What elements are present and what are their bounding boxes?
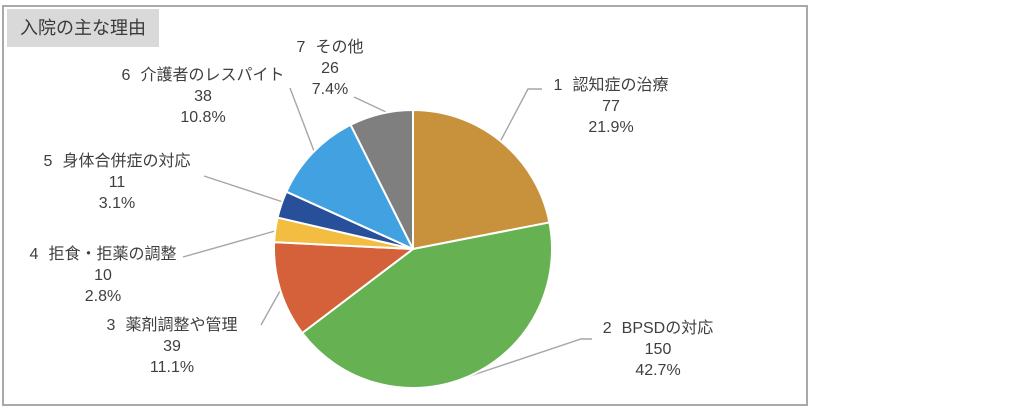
chart-title: 入院の主な理由 [7, 9, 159, 47]
pie-label-5-value: 11 [108, 174, 126, 191]
slice-6-index: 6 [121, 67, 131, 84]
pie-label-4-value: 10 [94, 267, 112, 284]
slice-5-text: 身体合併症の対応 [62, 153, 191, 170]
pie-slice-6 [285, 123, 414, 250]
slice-3-index: 3 [106, 317, 116, 334]
pie-label-3: 3 薬剤調整や管理 39 11.1% [72, 315, 272, 378]
pie-label-4-name: 4 拒食・拒薬の調整 [3, 244, 203, 265]
pie-label-6-value: 38 [194, 88, 212, 105]
pie-label-2-value: 150 [644, 341, 672, 358]
pie-label-7-percent: 7.4% [311, 81, 349, 98]
pie-label-3-percent: 11.1% [149, 359, 195, 376]
leader-lines [182, 87, 592, 377]
pie-label-7-value: 26 [321, 60, 339, 77]
pie-label-5: 5 身体合併症の対応 11 3.1% [17, 151, 217, 214]
pie-label-6-percent: 10.8% [180, 109, 226, 126]
leader-line-6 [289, 87, 315, 152]
pie-label-3-value: 39 [163, 338, 181, 355]
leader-line-4 [182, 230, 276, 258]
pie-label-2-name: 2 BPSDの対応 [558, 318, 758, 339]
pie-label-1-value: 77 [602, 98, 620, 115]
pie-label-2: 2 BPSDの対応 150 42.7% [558, 318, 758, 381]
pie-label-4-percent: 2.8% [84, 288, 122, 305]
slice-7-text: その他 [315, 39, 364, 56]
slice-4-index: 4 [29, 246, 39, 263]
pie-label-5-percent: 3.1% [98, 195, 136, 212]
pie-slice-2 [301, 221, 553, 389]
pie-label-6: 6 介護者のレスパイト 38 10.8% [103, 65, 303, 128]
pie-label-6-name: 6 介護者のレスパイト [103, 65, 303, 86]
pie-label-4: 4 拒食・拒薬の調整 10 2.8% [3, 244, 203, 307]
leader-line-2 [469, 338, 592, 377]
pie-label-7: 7 その他 26 7.4% [230, 37, 430, 100]
slice-5-index: 5 [43, 153, 53, 170]
leader-line-5 [203, 175, 284, 203]
pie-label-7-name: 7 その他 [230, 37, 430, 58]
pie-slice-7 [349, 109, 414, 250]
pie-label-1-percent: 21.9% [588, 119, 634, 136]
leader-line-3 [260, 290, 281, 326]
slice-6-text: 介護者のレスパイト [140, 67, 285, 84]
slice-2-text: BPSDの対応 [621, 320, 714, 337]
pie-label-2-percent: 42.7% [635, 362, 681, 379]
pie-label-1-name: 1 認知症の治療 [511, 75, 711, 96]
slice-3-text: 薬剤調整や管理 [125, 317, 238, 334]
pie-slices [273, 109, 553, 389]
pie-label-5-name: 5 身体合併症の対応 [17, 151, 217, 172]
slice-7-index: 7 [296, 39, 306, 56]
slice-2-index: 2 [602, 320, 612, 337]
slice-4-text: 拒食・拒薬の調整 [48, 246, 177, 263]
slice-1-text: 認知症の治療 [572, 77, 669, 94]
pie-label-1: 1 認知症の治療 77 21.9% [511, 75, 711, 138]
pie-slice-1 [412, 109, 551, 250]
pie-label-3-name: 3 薬剤調整や管理 [72, 315, 272, 336]
leader-line-7 [353, 96, 387, 113]
leader-line-1 [499, 88, 542, 143]
slice-1-index: 1 [553, 77, 563, 94]
pie-slice-3 [273, 241, 414, 334]
